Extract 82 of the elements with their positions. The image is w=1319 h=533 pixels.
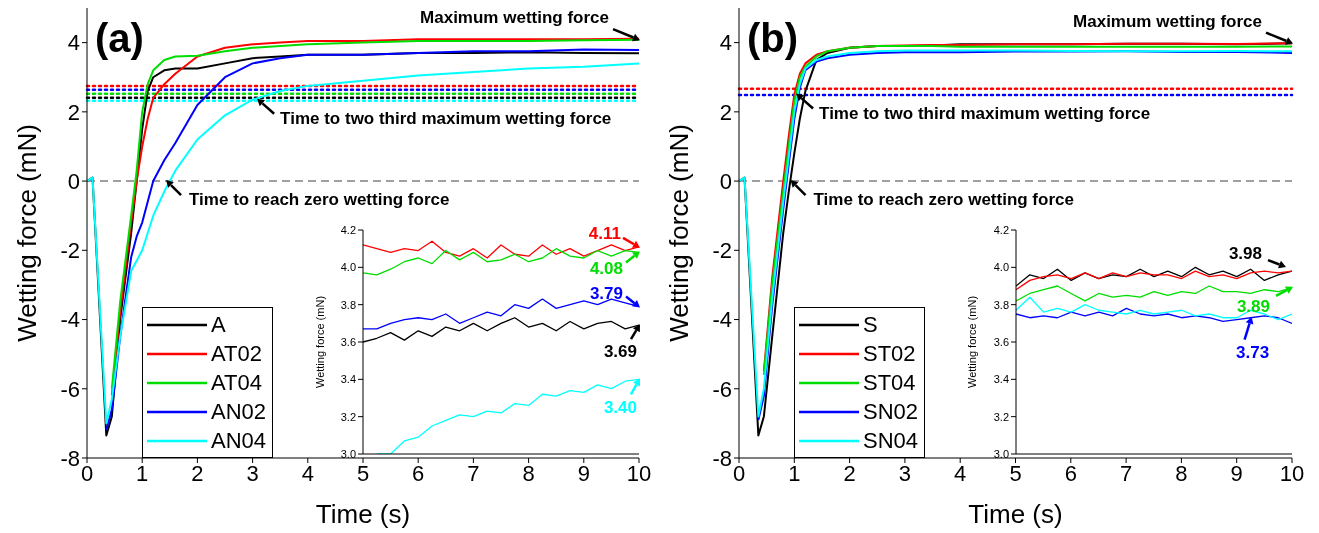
y-axis-title: Wetting force (mN) (664, 124, 694, 342)
y-tick-label: -4 (712, 307, 732, 333)
y-tick-label: 4.2 (993, 223, 1009, 236)
y-tick-label: -8 (712, 445, 732, 471)
x-tick-label: 1 (788, 460, 801, 486)
y-tick-label: 3.4 (340, 373, 356, 386)
y-tick-label: -8 (60, 445, 80, 471)
y-tick-label: 0 (67, 168, 80, 194)
y-tick-label: -6 (60, 376, 80, 402)
legend-label: ST04 (863, 369, 916, 396)
y-tick-label: 3.6 (993, 335, 1009, 348)
y-tick-label: -6 (712, 376, 732, 402)
y-tick-label: 3.4 (993, 373, 1009, 386)
y-tick-label: -2 (60, 238, 80, 264)
y-tick-label: 4 (67, 30, 80, 56)
legend-label: SN02 (863, 398, 919, 425)
annotation: Maximum wetting force (1073, 11, 1262, 31)
x-tick-label: 3 (898, 460, 912, 486)
annotation: Time to two third maximum wetting force (280, 108, 612, 128)
x-tick-label: 9 (577, 460, 590, 486)
x-tick-label: 6 (412, 460, 425, 486)
x-axis-title: Time (s) (315, 499, 411, 529)
legend-label: AT04 (211, 369, 262, 396)
y-tick-label: 2 (67, 99, 80, 125)
x-axis-title: Time (s) (968, 499, 1063, 529)
x-tick-label: 2 (843, 460, 856, 486)
x-tick-label: 10 (1279, 460, 1305, 486)
y-tick-label: 3.6 (340, 335, 356, 348)
annotation: 4.08 (589, 259, 623, 279)
y-tick-label: 0 (719, 168, 732, 194)
y-tick-label: 4.0 (993, 261, 1009, 274)
annotation: 3.69 (603, 342, 637, 362)
annotation: 4.11 (588, 223, 621, 243)
legend-label: A (211, 311, 226, 338)
x-tick-label: 9 (1230, 460, 1243, 486)
y-tick-label: 4.0 (340, 261, 356, 274)
legend-label: AN02 (211, 398, 267, 425)
y-tick-label: 3.0 (993, 447, 1009, 460)
y-tick-label: 4.2 (340, 223, 356, 236)
y-tick-label: 2 (719, 99, 732, 125)
y-tick-label: 3.2 (340, 410, 356, 423)
annotation: 3.98 (1228, 244, 1262, 264)
y-tick-label: 3.2 (993, 410, 1009, 423)
x-tick-label: 4 (301, 460, 314, 486)
x-tick-label: 5 (1009, 460, 1022, 486)
chart-title: (b) (747, 16, 799, 60)
y-tick-label: -2 (712, 238, 732, 264)
y-tick-label: -4 (60, 307, 80, 333)
annotation: Time to reach zero wetting force (189, 190, 450, 210)
annotation: Time to two third maximum wetting force (819, 103, 1151, 123)
y-tick-label: 3.0 (340, 447, 356, 460)
annotation: 3.79 (589, 283, 623, 303)
legend-label: ST02 (863, 340, 916, 367)
y-tick-label: 4 (719, 30, 732, 56)
x-tick-label: 5 (356, 460, 370, 486)
annotation: Maximum wetting force (420, 8, 609, 28)
y-axis-title: Wetting force (mN) (966, 295, 978, 389)
y-tick-label: 3.8 (340, 298, 356, 311)
x-tick-label: 10 (626, 460, 652, 486)
x-tick-label: 4 (954, 460, 967, 486)
y-axis-title: Wetting force (mN) (314, 295, 326, 389)
x-tick-label: 7 (467, 460, 480, 486)
x-tick-label: 8 (1175, 460, 1188, 486)
legend-label: SN04 (863, 427, 919, 454)
x-tick-label: 7 (1119, 460, 1133, 486)
x-tick-label: 3 (246, 460, 259, 486)
legend-label: AT02 (211, 340, 262, 367)
x-tick-label: 1 (136, 460, 149, 486)
x-tick-label: 8 (522, 460, 535, 486)
y-axis-title: Wetting force (mN) (12, 124, 42, 342)
y-tick-label: 3.8 (993, 298, 1009, 311)
annotation: 3.73 (1236, 342, 1270, 362)
annotation: 3.89 (1236, 296, 1270, 316)
line-series (363, 248, 639, 276)
annotation: Time to reach zero wetting force (813, 190, 1074, 210)
x-tick-label: 6 (1064, 460, 1077, 486)
legend-label: AN04 (211, 427, 267, 454)
x-tick-label: 2 (191, 460, 204, 486)
legend-label: S (863, 311, 878, 338)
chart-title: (a) (95, 16, 144, 60)
annotation: 3.40 (603, 398, 637, 418)
line-series (1016, 296, 1292, 321)
